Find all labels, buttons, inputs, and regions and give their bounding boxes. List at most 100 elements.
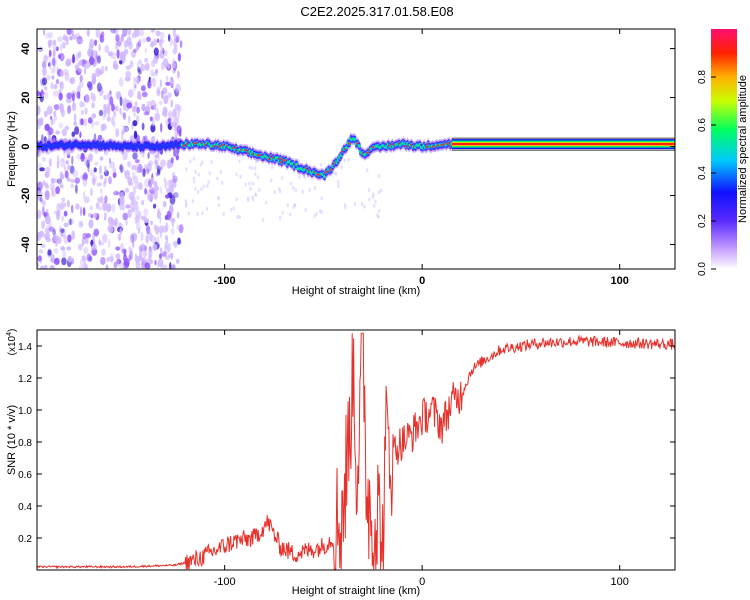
faint-blob bbox=[205, 206, 209, 211]
noise-blob bbox=[147, 152, 150, 159]
faint-blob bbox=[378, 174, 381, 178]
noise-blob bbox=[135, 224, 142, 231]
noise-blob bbox=[104, 45, 110, 54]
noise-blob bbox=[38, 230, 45, 238]
noise-blob bbox=[71, 34, 77, 40]
noise-blob bbox=[139, 38, 142, 44]
noise-blob bbox=[56, 155, 60, 165]
noise-blob bbox=[157, 258, 164, 268]
noise-blob bbox=[69, 76, 76, 85]
noise-blob bbox=[150, 234, 156, 244]
faint-blob bbox=[197, 172, 201, 177]
noise-blob bbox=[39, 196, 43, 202]
noise-blob bbox=[144, 262, 151, 269]
faint-blob bbox=[270, 165, 274, 170]
noise-blob bbox=[156, 108, 159, 114]
noise-blob bbox=[95, 202, 100, 210]
noise-blob bbox=[158, 225, 164, 234]
noise-blob bbox=[172, 108, 177, 118]
noise-blob bbox=[62, 158, 65, 164]
noise-blob bbox=[137, 163, 143, 173]
noise-blob bbox=[52, 90, 59, 97]
noise-blob bbox=[63, 235, 69, 244]
noise-blob bbox=[49, 265, 55, 269]
faint-blob bbox=[334, 171, 338, 176]
colorbar-tick-label: 0.2 bbox=[697, 214, 708, 228]
faint-blob bbox=[298, 175, 301, 179]
noise-blob bbox=[111, 203, 116, 214]
noise-blob bbox=[140, 243, 146, 250]
faint-blob bbox=[373, 203, 376, 208]
noise-blob bbox=[128, 254, 131, 262]
noise-blob bbox=[114, 217, 119, 227]
noise-blob bbox=[71, 155, 74, 165]
noise-blob bbox=[119, 195, 125, 206]
noise-blob bbox=[60, 228, 65, 234]
noise-blob bbox=[37, 123, 41, 130]
faint-blob bbox=[230, 207, 233, 212]
noise-blob bbox=[120, 166, 125, 173]
noise-blob bbox=[65, 160, 69, 165]
noise-blob bbox=[150, 124, 156, 133]
noise-blob bbox=[176, 212, 180, 219]
noise-blob bbox=[146, 189, 153, 199]
noise-blob bbox=[127, 161, 132, 168]
colorbar bbox=[711, 29, 737, 269]
noise-blob bbox=[140, 63, 146, 72]
snr-multiplier: (x104) bbox=[6, 329, 18, 356]
noise-blob bbox=[136, 115, 140, 122]
faint-blob bbox=[308, 188, 311, 193]
faint-blob bbox=[286, 203, 289, 208]
faint-blob bbox=[379, 188, 383, 193]
noise-blob bbox=[123, 49, 127, 57]
noise-blob bbox=[137, 228, 141, 234]
noise-blob bbox=[143, 218, 150, 224]
noise-blob bbox=[84, 60, 91, 69]
noise-blob bbox=[53, 49, 56, 57]
faint-blob bbox=[187, 211, 190, 216]
noise-blob bbox=[69, 218, 72, 226]
noise-blob bbox=[149, 187, 156, 195]
noise-blob bbox=[160, 166, 163, 171]
noise-blob bbox=[125, 65, 131, 70]
noise-blob bbox=[122, 29, 128, 37]
noise-blob bbox=[72, 170, 79, 178]
noise-blob bbox=[46, 105, 53, 116]
faint-blob bbox=[360, 202, 364, 207]
noise-blob bbox=[161, 90, 164, 100]
noise-blob bbox=[100, 123, 105, 132]
noise-blob bbox=[101, 248, 106, 256]
noise-blob bbox=[65, 98, 72, 104]
faint-blob bbox=[254, 166, 257, 171]
noise-blob bbox=[162, 201, 167, 208]
faint-blob bbox=[249, 186, 252, 191]
noise-blob bbox=[81, 58, 86, 68]
faint-blob bbox=[192, 176, 195, 181]
noise-blob bbox=[75, 203, 80, 210]
noise-blob bbox=[121, 54, 126, 62]
noise-blob bbox=[122, 151, 128, 161]
snr-ytick-label: 0.6 bbox=[18, 470, 32, 481]
noise-blob bbox=[168, 204, 174, 215]
noise-blob bbox=[107, 216, 113, 225]
noise-blob bbox=[87, 117, 93, 124]
noise-blob bbox=[79, 74, 83, 83]
faint-blob bbox=[220, 181, 224, 185]
snr-xtick-label: 100 bbox=[611, 576, 629, 588]
noise-blob bbox=[158, 100, 163, 106]
noise-blob bbox=[175, 36, 180, 44]
faint-blob bbox=[199, 162, 203, 167]
noise-blob bbox=[175, 83, 181, 93]
noise-blob bbox=[79, 221, 84, 227]
noise-blob bbox=[50, 253, 55, 263]
noise-blob bbox=[132, 239, 135, 249]
noise-blob bbox=[174, 122, 177, 127]
spectrogram-xtick-label: 100 bbox=[611, 275, 629, 287]
noise-blob bbox=[40, 117, 44, 126]
noise-blob bbox=[80, 118, 84, 126]
noise-blob bbox=[105, 106, 111, 114]
noise-blob bbox=[53, 116, 58, 121]
faint-blob bbox=[247, 198, 250, 203]
noise-blob bbox=[147, 80, 152, 89]
noise-blob bbox=[92, 94, 96, 102]
